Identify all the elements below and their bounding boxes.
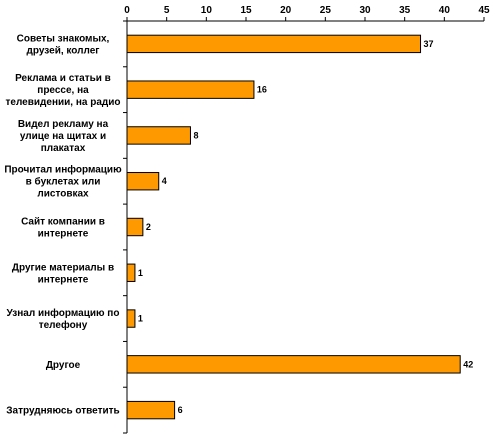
category-label-line: друзей, коллег	[27, 45, 100, 56]
data-label: 6	[178, 405, 183, 415]
data-label: 1	[138, 314, 143, 324]
bar	[126, 34, 422, 54]
x-tick-label: 25	[320, 5, 332, 16]
category-label: Реклама и статьи в прессе, на телевидении,…	[6, 73, 121, 108]
category-label-line: Другое	[46, 360, 81, 371]
x-tick-label: 40	[439, 5, 451, 16]
category-label: Другое	[46, 360, 81, 371]
category-label-line: улице на щитах и	[20, 131, 106, 142]
data-label: 16	[257, 85, 267, 95]
category-label-line: Сайт компании в	[21, 217, 105, 228]
category-label: Другие материалы в интернете	[12, 262, 114, 285]
category-label-line: в буклетах или	[26, 176, 101, 188]
category-label-line: листовках	[37, 189, 89, 200]
category-label-line: Прочитал информацию	[4, 164, 122, 176]
category-label: Советы знакомых, друзей, коллег	[17, 33, 110, 56]
category-label-line: телефону	[39, 319, 88, 331]
data-label: 37	[424, 39, 434, 49]
category-label: Сайт компании в интернете	[21, 217, 105, 240]
x-tick-label: 5	[164, 5, 170, 16]
bar	[126, 126, 191, 145]
x-tick-label: 30	[359, 5, 371, 16]
bar	[126, 309, 136, 328]
category-label-line: Видел рекламу на	[18, 119, 109, 130]
bar	[126, 217, 144, 237]
bar	[126, 263, 136, 282]
data-label: 4	[162, 176, 167, 186]
x-tick-label: 35	[399, 5, 411, 16]
category-label-line: Другие материалы в	[12, 262, 114, 273]
category-label: Видел рекламу на улице на щитах и плакатах	[18, 119, 109, 154]
category-label: Узнал информацию по телефону	[7, 307, 120, 331]
data-label: 1	[138, 268, 143, 278]
category-label-line: плакатах	[41, 143, 86, 154]
category-label-line: интернете	[38, 229, 89, 240]
category-label-line: Затрудняюсь ответить	[6, 406, 119, 417]
bar	[126, 80, 255, 99]
x-tick-label: 45	[478, 5, 490, 16]
bar	[126, 172, 160, 191]
data-label: 42	[463, 359, 473, 369]
data-label: 2	[146, 222, 151, 232]
category-label-line: Реклама и статьи в	[15, 73, 111, 84]
category-label-line: прессе, на	[37, 85, 89, 96]
bar	[126, 355, 461, 374]
x-tick-label: 10	[201, 5, 213, 16]
category-label-line: Узнал информацию по	[7, 307, 120, 319]
category-label-line: телевидении, на радио	[6, 97, 121, 108]
category-label-line: интернете	[38, 274, 89, 285]
data-label: 8	[193, 130, 198, 140]
bar	[126, 400, 176, 420]
x-tick-label: 0	[124, 5, 130, 16]
category-label: Затрудняюсь ответить	[6, 406, 119, 417]
category-label-line: Советы знакомых,	[17, 33, 110, 44]
x-tick-label: 20	[280, 5, 292, 16]
category-label: Прочитал информацию в буклетах или листовк…	[4, 164, 122, 200]
x-tick-label: 15	[240, 5, 252, 16]
